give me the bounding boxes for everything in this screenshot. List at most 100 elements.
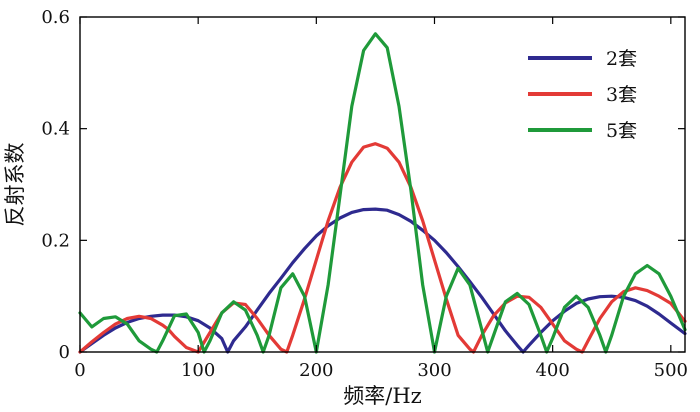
series-3-point-41 — [505, 301, 507, 303]
series-1-point-32 — [434, 239, 436, 241]
series-line-3 — [78, 32, 687, 354]
series-1-point-39 — [516, 344, 518, 346]
series-1-point-29 — [398, 214, 400, 216]
series-1-point-52 — [658, 313, 660, 315]
series-2-point-50 — [611, 301, 613, 303]
series-2-point-32 — [422, 220, 424, 222]
series-2-point-19 — [280, 348, 282, 350]
series-3-point-33 — [422, 284, 424, 286]
series-3-point-40 — [493, 334, 495, 336]
series-3-point-2 — [91, 326, 93, 328]
x-tick-label: 400 — [535, 360, 569, 381]
series-1-point-48 — [611, 295, 613, 297]
series-3-point-12 — [197, 332, 199, 334]
series-2-point-53 — [646, 290, 648, 292]
series-2-point-52 — [635, 287, 637, 289]
series-1-point-17 — [256, 309, 258, 311]
series-2-point-26 — [351, 161, 353, 163]
series-1-point-18 — [268, 293, 270, 295]
series-3-point-4 — [115, 316, 117, 318]
series-1-point-45 — [575, 303, 577, 305]
series-2-point-48 — [587, 340, 589, 342]
series-1-point-19 — [280, 277, 282, 279]
series-1-point-8 — [162, 314, 164, 316]
series-1-point-33 — [445, 252, 447, 254]
series-3-point-36 — [457, 267, 459, 269]
series-3-point-23 — [304, 295, 306, 297]
series-3-point-7 — [150, 348, 152, 350]
series-2-point-55 — [670, 303, 672, 305]
series-1-point-41 — [528, 344, 530, 346]
series-3-point-17 — [245, 309, 247, 311]
series-3-point-14 — [209, 340, 211, 342]
series-1-point-38 — [505, 330, 507, 332]
series-3-point-50 — [599, 334, 601, 336]
series-1-point-20 — [292, 262, 294, 264]
legend: 2套 3套 5套 — [528, 48, 637, 142]
series-2-point-28 — [375, 143, 377, 145]
series-2-point-33 — [434, 259, 436, 261]
series-2-point-13 — [209, 332, 211, 334]
series-2-point-3 — [103, 332, 105, 334]
series-1-point-24 — [339, 217, 341, 219]
plot-frame — [79, 16, 686, 353]
x-tick-label: 100 — [181, 360, 215, 381]
series-3-point-9 — [162, 340, 164, 342]
y-axis-label: 反射系数 — [3, 143, 27, 227]
x-tick-label: 0 — [74, 360, 85, 381]
series-2-point-45 — [564, 340, 566, 342]
series-3-point-37 — [469, 284, 471, 286]
series-1-point-27 — [375, 208, 377, 210]
series-3-point-47 — [564, 306, 566, 308]
series-3-point-30 — [386, 47, 388, 49]
series-2-point-8 — [162, 324, 164, 326]
series-3-point-10 — [174, 315, 176, 317]
series-3-point-56 — [658, 273, 660, 275]
series-1-point-53 — [670, 322, 672, 324]
series-3-point-5 — [126, 323, 128, 325]
series-1-point-47 — [599, 296, 601, 298]
series-1-point-30 — [410, 220, 412, 222]
series-1-point-11 — [197, 320, 199, 322]
series-3-point-55 — [646, 265, 648, 267]
series-2-point-23 — [315, 259, 317, 261]
series-2-point-43 — [540, 306, 542, 308]
y-tick-label: 0 — [59, 342, 70, 363]
series-3-point-35 — [445, 295, 447, 297]
series-3-point-6 — [138, 340, 140, 342]
series-2-point-7 — [150, 318, 152, 320]
series-3-point-28 — [363, 50, 365, 52]
series-2-point-30 — [398, 161, 400, 163]
x-tick-label: 300 — [417, 360, 451, 381]
series-3-point-26 — [339, 195, 341, 197]
series-2-point-11 — [185, 347, 187, 349]
series-2-point-42 — [528, 296, 530, 298]
series-3-point-46 — [552, 337, 554, 339]
series-2-point-49 — [599, 318, 601, 320]
legend-label-1: 2套 — [606, 48, 637, 70]
series-2-point-35 — [457, 334, 459, 336]
legend-label-2: 3套 — [606, 84, 637, 106]
series-1-point-51 — [646, 305, 648, 307]
series-2-point-27 — [363, 146, 365, 148]
series-1-point-22 — [315, 235, 317, 237]
series-3-point-15 — [221, 312, 223, 314]
series-3-point-20 — [268, 334, 270, 336]
series-2-point-17 — [256, 318, 258, 320]
y-tick-label: 0.4 — [41, 119, 70, 140]
series-line-1 — [78, 207, 687, 354]
series-3-point-49 — [587, 306, 589, 308]
series-2-point-24 — [327, 220, 329, 222]
series-3-point-16 — [233, 301, 235, 303]
series-3-point-48 — [575, 295, 577, 297]
series-2-point-44 — [552, 323, 554, 325]
series-3-point-31 — [398, 105, 400, 107]
series-2-point-2 — [91, 341, 93, 343]
series-2-point-10 — [174, 336, 176, 338]
series-3-point-42 — [516, 293, 518, 295]
series-1-point-36 — [481, 296, 483, 298]
series-3-point-52 — [611, 334, 613, 336]
x-tick-label: 500 — [654, 360, 688, 381]
x-tick-label: 200 — [299, 360, 333, 381]
